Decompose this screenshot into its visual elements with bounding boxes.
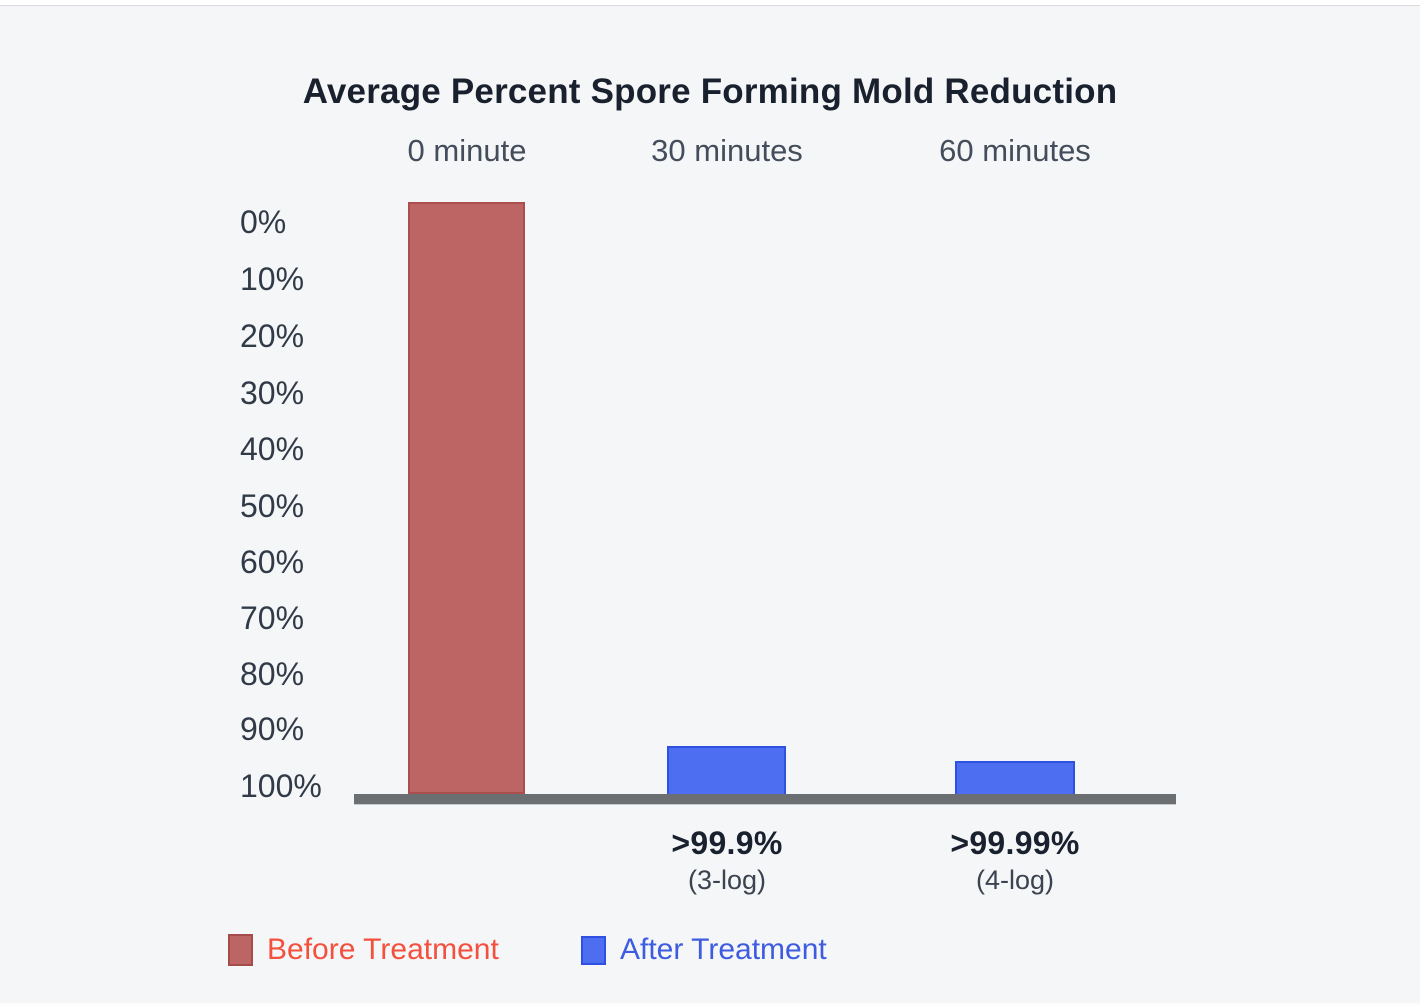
bar-after-treatment-60min	[955, 761, 1075, 796]
y-axis-tick: 10%	[240, 261, 305, 297]
legend-item-before-treatment: Before Treatment	[228, 930, 499, 970]
y-axis-tick: 0%	[240, 204, 287, 240]
x-axis-baseline	[354, 794, 1176, 804]
y-axis-tick: 50%	[240, 488, 305, 524]
legend-label-before-treatment: Before Treatment	[267, 933, 499, 966]
bar-before-treatment-0min	[408, 202, 525, 794]
bar-after-treatment-30min	[667, 746, 786, 796]
annotation-30min-log: (3-log)	[687, 865, 767, 895]
annotation-60min-value: >99.99%	[950, 825, 1080, 861]
y-axis-tick: 100%	[240, 768, 322, 804]
column-header-30-minutes: 30 minutes	[651, 133, 803, 168]
y-axis-tick: 40%	[240, 431, 305, 467]
y-axis-tick: 60%	[240, 544, 305, 580]
legend-swatch-before-icon	[228, 934, 253, 966]
legend-item-after-treatment: After Treatment	[581, 930, 827, 970]
annotation-30min-value: >99.9%	[671, 825, 783, 861]
annotation-30min: >99.9% (3-log)	[577, 824, 877, 898]
chart-title: Average Percent Spore Forming Mold Reduc…	[302, 72, 1118, 112]
y-axis-tick: 30%	[240, 375, 305, 411]
top-edge-strip	[0, 0, 1420, 6]
annotation-60min-log: (4-log)	[975, 865, 1055, 895]
y-axis-tick: 20%	[240, 318, 305, 354]
legend-label-after-treatment: After Treatment	[620, 933, 827, 966]
column-header-0-minute: 0 minute	[407, 133, 527, 168]
y-axis-tick: 70%	[240, 600, 305, 636]
column-header-60-minutes: 60 minutes	[939, 133, 1091, 168]
legend-swatch-after-icon	[581, 935, 606, 965]
bottom-edge-strip	[0, 1003, 1420, 1006]
annotation-60min: >99.99% (4-log)	[865, 824, 1165, 898]
y-axis-tick: 80%	[240, 656, 305, 692]
y-axis-tick: 90%	[240, 711, 305, 747]
